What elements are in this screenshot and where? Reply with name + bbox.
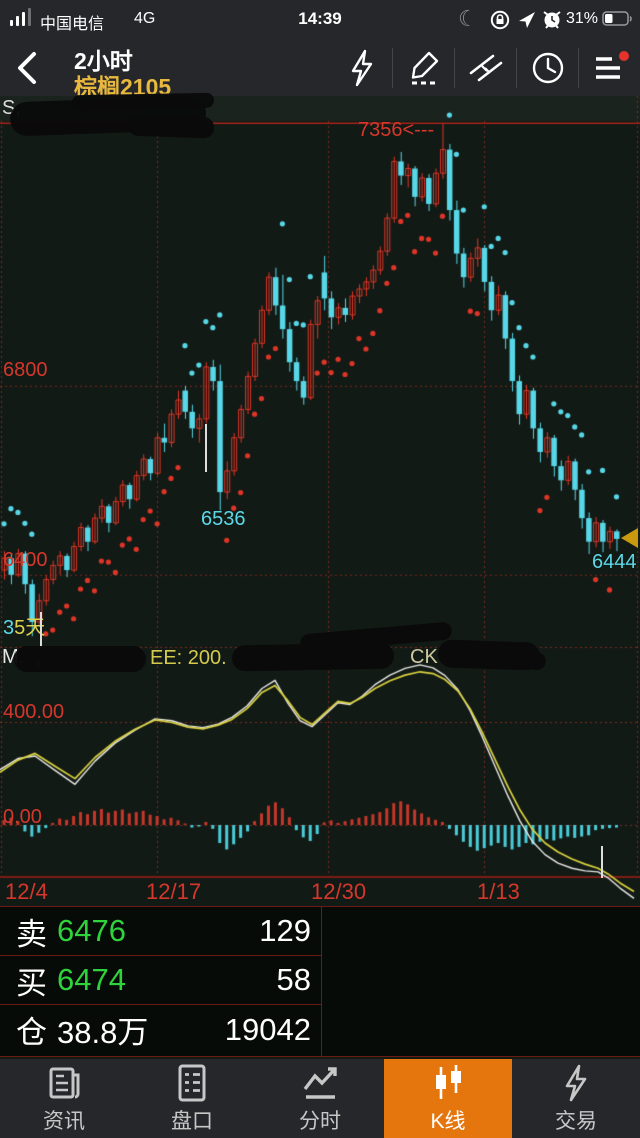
header-divider [516, 48, 517, 88]
drawing-tick-mark [205, 424, 207, 472]
tab-label: 分时 [299, 1109, 341, 1133]
chart-header: 2小时 棕榈2105 [0, 40, 640, 100]
open-interest-row[interactable]: 仓 38.8万 19042 [0, 1005, 321, 1054]
duration-label: 35天 [3, 617, 46, 639]
redaction-scribble [14, 646, 146, 672]
alarm-clock-icon [543, 11, 561, 29]
open-interest-label: 仓 [16, 1015, 47, 1050]
peak-price-annotation: 7356<--- [358, 119, 435, 141]
battery-icon [602, 11, 632, 26]
price-axis-label-6400: 6400 [3, 549, 48, 571]
tab-label: 交易 [555, 1109, 597, 1133]
bid-quantity: 58 [276, 962, 311, 997]
volume-value: 19042 [224, 1011, 311, 1047]
battery-percent-label: 31% [566, 10, 599, 27]
tab-intraday[interactable]: 分时 [256, 1059, 384, 1138]
kline-icon [426, 1063, 470, 1103]
tab-kline[interactable]: K线 [384, 1059, 512, 1138]
ask-price: 6476 [57, 913, 126, 948]
tab-label: 资讯 [43, 1109, 85, 1133]
status-bar: 中国电信 4G 14:39 ☾ 31% [0, 0, 640, 40]
redacted-indicator-fragment: EE: 200. [150, 647, 227, 669]
location-arrow-icon [519, 12, 535, 28]
drawing-tick-mark [40, 612, 42, 648]
tab-label: K线 [430, 1109, 466, 1133]
orientation-lock-icon [490, 10, 510, 30]
bid-price: 6474 [57, 962, 126, 997]
redaction-scribble [127, 114, 215, 139]
timeframe-label[interactable]: 2小时 [74, 48, 133, 74]
indicator-list-icon[interactable] [588, 48, 632, 88]
header-divider [454, 48, 455, 88]
clock-time: 14:39 [298, 9, 342, 28]
clock-icon[interactable] [526, 48, 570, 88]
last-price-marker-arrow [621, 528, 638, 548]
bid-label: 买 [16, 965, 47, 1001]
notification-badge-dot [619, 51, 629, 61]
ask-row[interactable]: 卖 6476 129 [0, 907, 321, 956]
x-axis-date: 12/30 [311, 879, 367, 904]
back-button[interactable] [10, 48, 44, 88]
recent-low-label: 6444 [592, 551, 637, 573]
header-divider [392, 48, 393, 88]
news-icon [42, 1063, 86, 1103]
flash-icon[interactable] [340, 48, 384, 88]
x-axis-date: 1/13 [477, 879, 520, 904]
drawing-tick-mark [601, 846, 603, 878]
tab-news[interactable]: 资讯 [0, 1059, 128, 1138]
indicator-axis-label-0: 0.00 [3, 806, 42, 828]
orderbook-icon [170, 1063, 214, 1103]
redacted-indicator-fragment: CK [410, 646, 438, 668]
tab-trade[interactable]: 交易 [512, 1059, 640, 1138]
tab-orderbook[interactable]: 盘口 [128, 1059, 256, 1138]
trade-icon [554, 1063, 598, 1103]
intraday-chart-icon [298, 1063, 342, 1103]
trendline-tool-icon[interactable] [464, 48, 508, 88]
x-axis-date: 12/4 [5, 879, 48, 904]
bid-row[interactable]: 买 6474 58 [0, 956, 321, 1005]
bid-ask-table: 卖 6476 129 买 6474 58 仓 38.8万 19042 [0, 907, 322, 1056]
header-divider [578, 48, 579, 88]
chart-canvas[interactable] [0, 96, 640, 906]
bottom-nav: 资讯 盘口 分时 [0, 1059, 640, 1138]
ask-quantity: 129 [259, 913, 311, 948]
carrier-label: 中国电信 [40, 16, 105, 33]
indicator-axis-label-400: 400.00 [3, 701, 65, 723]
x-axis-date: 12/17 [146, 879, 202, 904]
open-interest-value: 38.8万 [57, 1015, 149, 1050]
price-axis-label-6800: 6800 [3, 359, 48, 381]
do-not-disturb-moon-icon: ☾ [458, 6, 478, 31]
ask-label: 卖 [16, 916, 47, 952]
quote-panel: 卖 6476 129 买 6474 58 仓 38.8万 19042 6476 … [0, 906, 640, 1057]
tab-label: 盘口 [171, 1109, 213, 1133]
draw-pencil-icon[interactable] [402, 48, 446, 88]
network-type-label: 4G [134, 10, 156, 27]
redaction-scribble [71, 92, 215, 111]
swing-low-label: 6536 [201, 508, 246, 530]
